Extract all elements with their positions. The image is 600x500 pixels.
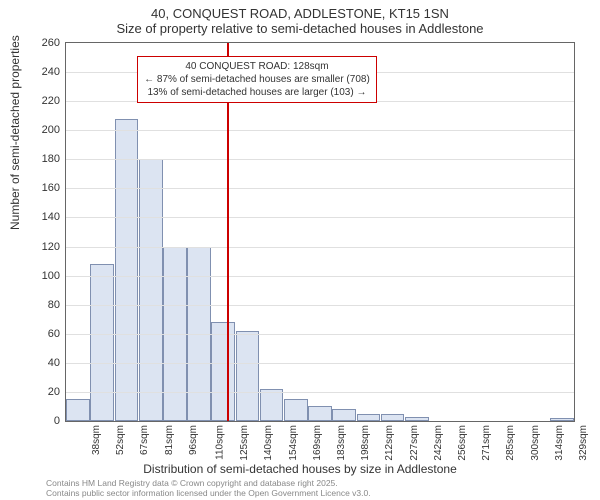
histogram-bar (405, 417, 429, 421)
xtick-label: 67sqm (139, 425, 150, 455)
gridline (66, 217, 574, 218)
ytick-label: 260 (42, 37, 60, 49)
xtick-label: 285sqm (505, 425, 516, 461)
gridline (66, 305, 574, 306)
histogram-bar (550, 418, 574, 421)
histogram-bar (308, 406, 332, 421)
xtick-label: 154sqm (287, 425, 298, 461)
xtick-label: 125sqm (239, 425, 250, 461)
histogram-bar (381, 414, 405, 421)
histogram-bar (90, 264, 114, 421)
xtick-label: 271sqm (481, 425, 492, 461)
xtick-label: 198sqm (360, 425, 371, 461)
ytick-label: 140 (42, 211, 60, 223)
xtick-label: 38sqm (91, 425, 102, 455)
xtick-label: 242sqm (433, 425, 444, 461)
gridline (66, 363, 574, 364)
xtick-label: 52sqm (115, 425, 126, 455)
footer-line1: Contains HM Land Registry data © Crown c… (46, 478, 371, 488)
xtick-label: 140sqm (263, 425, 274, 461)
ytick-label: 100 (42, 270, 60, 282)
histogram-bar (260, 389, 284, 421)
callout-line2: ← 87% of semi-detached houses are smalle… (144, 73, 370, 86)
gridline (66, 159, 574, 160)
ytick-label: 0 (54, 415, 60, 427)
histogram-bar (236, 331, 260, 421)
xtick-label: 110sqm (214, 425, 225, 460)
ytick-label: 180 (42, 153, 60, 165)
ytick-label: 200 (42, 124, 60, 136)
histogram-bar (66, 399, 90, 421)
histogram-bar (357, 414, 381, 421)
gridline (66, 130, 574, 131)
callout-line3: 13% of semi-detached houses are larger (… (144, 86, 370, 99)
histogram-chart: 02040608010012014016018020022024026038sq… (65, 42, 575, 422)
ytick-label: 120 (42, 241, 60, 253)
gridline (66, 392, 574, 393)
ytick-label: 220 (42, 95, 60, 107)
histogram-bar (115, 119, 139, 421)
xtick-label: 314sqm (553, 425, 564, 461)
footer-line2: Contains public sector information licen… (46, 488, 371, 498)
xtick-label: 329sqm (578, 425, 589, 461)
ytick-label: 20 (48, 386, 60, 398)
ytick-label: 240 (42, 66, 60, 78)
ytick-label: 80 (48, 299, 60, 311)
title-line2: Size of property relative to semi-detach… (0, 21, 600, 36)
callout-box: 40 CONQUEST ROAD: 128sqm← 87% of semi-de… (137, 56, 377, 103)
ytick-label: 60 (48, 328, 60, 340)
footer-attribution: Contains HM Land Registry data © Crown c… (46, 478, 371, 498)
xtick-label: 169sqm (312, 425, 323, 461)
gridline (66, 247, 574, 248)
x-axis-label: Distribution of semi-detached houses by … (0, 462, 600, 476)
xtick-label: 183sqm (336, 425, 347, 461)
xtick-label: 212sqm (384, 425, 395, 461)
xtick-label: 227sqm (408, 425, 419, 461)
ytick-label: 160 (42, 182, 60, 194)
xtick-label: 256sqm (457, 425, 468, 461)
gridline (66, 276, 574, 277)
xtick-label: 96sqm (188, 425, 199, 455)
histogram-bar (139, 159, 163, 421)
title-line1: 40, CONQUEST ROAD, ADDLESTONE, KT15 1SN (0, 6, 600, 21)
xtick-label: 81sqm (164, 425, 175, 455)
callout-line1: 40 CONQUEST ROAD: 128sqm (144, 60, 370, 73)
histogram-bar (332, 409, 356, 421)
y-axis-label: Number of semi-detached properties (8, 35, 22, 230)
histogram-bar (284, 399, 308, 421)
xtick-label: 300sqm (529, 425, 540, 461)
title-block: 40, CONQUEST ROAD, ADDLESTONE, KT15 1SN … (0, 0, 600, 36)
gridline (66, 188, 574, 189)
gridline (66, 334, 574, 335)
ytick-label: 40 (48, 357, 60, 369)
histogram-bar (211, 322, 235, 421)
